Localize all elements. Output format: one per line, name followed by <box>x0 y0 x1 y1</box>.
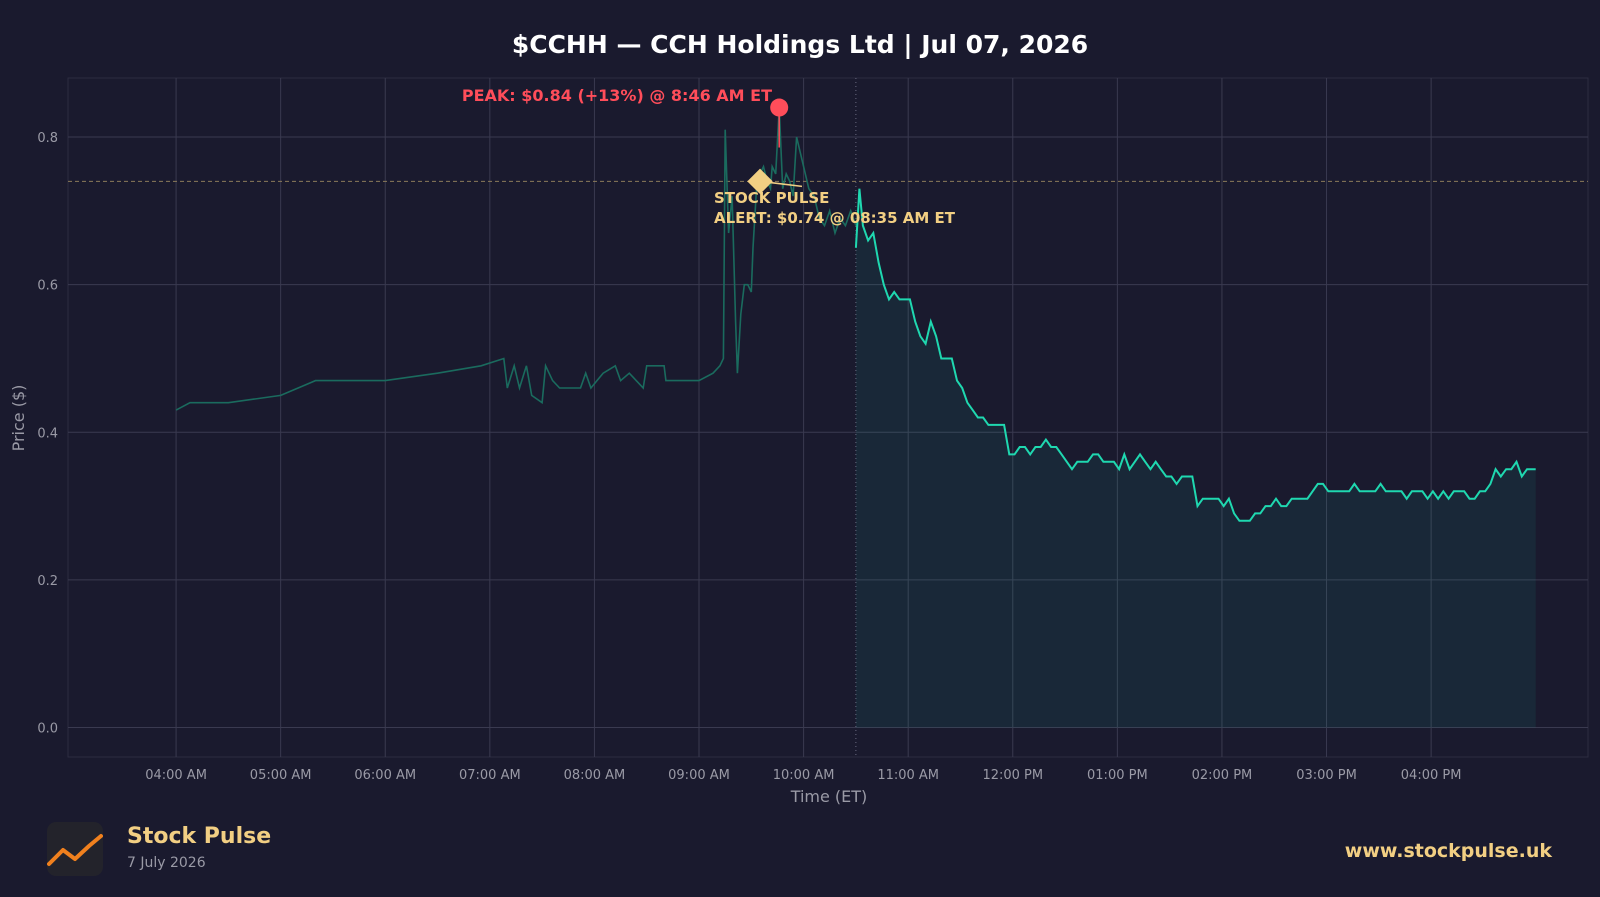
peak-marker <box>770 98 789 117</box>
x-tick-label: 08:00 AM <box>564 768 626 783</box>
peak-label: PEAK: $0.84 (+13%) @ 8:46 AM ET <box>462 86 772 105</box>
trend-line-icon <box>47 834 103 866</box>
x-tick-label: 10:00 AM <box>773 768 835 783</box>
x-axis-label: Time (ET) <box>790 787 868 806</box>
y-tick-label: 0.4 <box>37 426 58 441</box>
x-tick-label: 11:00 AM <box>877 768 939 783</box>
x-tick-label: 05:00 AM <box>250 768 312 783</box>
x-tick-label: 09:00 AM <box>668 768 730 783</box>
stock-pulse-logo <box>47 822 103 876</box>
y-tick-label: 0.0 <box>37 721 58 736</box>
y-tick-label: 0.6 <box>37 279 58 294</box>
regular-session-line <box>854 188 1536 522</box>
x-tick-label: 04:00 AM <box>145 768 207 783</box>
x-tick-label: 04:00 PM <box>1401 768 1462 783</box>
brand-name: Stock Pulse <box>127 824 272 849</box>
x-tick-label: 01:00 PM <box>1087 768 1148 783</box>
plot-area <box>67 77 1589 758</box>
regular-session-area <box>855 188 1536 728</box>
x-tick-label: 12:00 PM <box>982 768 1043 783</box>
x-tick-label: 06:00 AM <box>354 768 416 783</box>
x-tick-label: 02:00 PM <box>1192 768 1253 783</box>
x-tick-label: 07:00 AM <box>459 768 521 783</box>
alert-marker <box>747 168 773 195</box>
y-tick-label: 0.8 <box>37 131 58 146</box>
y-tick-label: 0.2 <box>37 574 58 589</box>
chart-title: $CCHH — CCH Holdings Ltd | Jul 07, 2026 <box>511 30 1089 59</box>
brand-date: 7 July 2026 <box>127 855 206 871</box>
premarket-line <box>175 107 857 411</box>
brand-url[interactable]: www.stockpulse.uk <box>1344 840 1552 862</box>
x-tick-label: 03:00 PM <box>1296 768 1357 783</box>
alert-label-line2: ALERT: $0.74 @ 08:35 AM ET <box>714 209 956 227</box>
alert-label-line1: STOCK PULSE <box>714 189 829 207</box>
y-axis-label: Price ($) <box>9 385 28 452</box>
